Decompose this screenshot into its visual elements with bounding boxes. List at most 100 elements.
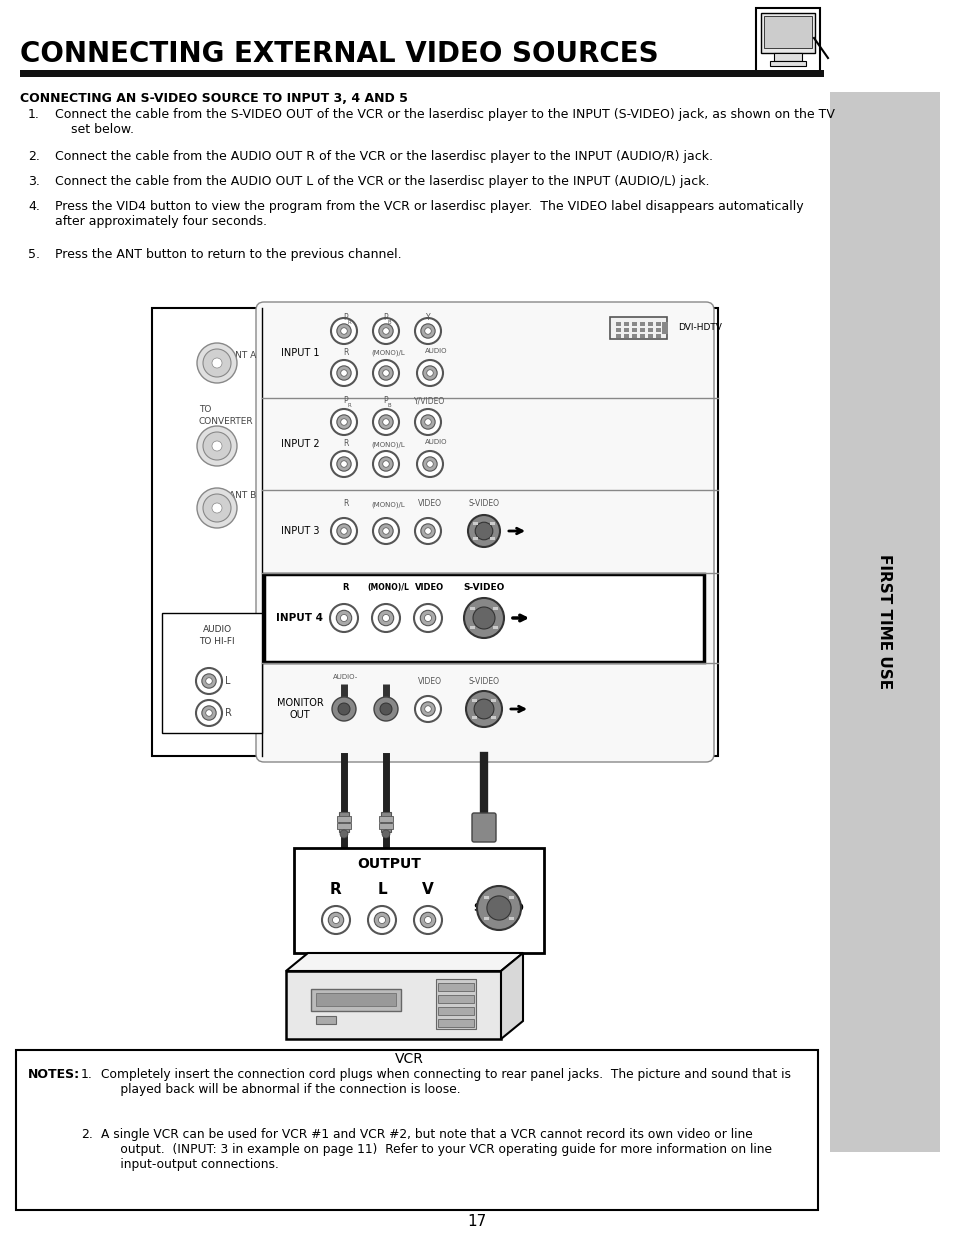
Bar <box>437 1019 474 1028</box>
Text: OUTPUT: OUTPUT <box>356 857 420 871</box>
Circle shape <box>378 610 394 626</box>
Bar <box>760 14 814 53</box>
Text: R: R <box>342 583 349 592</box>
Bar <box>769 61 805 65</box>
Circle shape <box>420 324 435 338</box>
Bar <box>647 333 652 338</box>
Circle shape <box>203 350 231 377</box>
Text: VIDEO: VIDEO <box>417 499 441 508</box>
Bar <box>623 333 628 338</box>
Circle shape <box>420 524 435 538</box>
Circle shape <box>212 503 222 513</box>
Bar <box>490 537 495 540</box>
Bar <box>20 70 823 77</box>
Circle shape <box>378 916 385 924</box>
Circle shape <box>420 415 435 429</box>
Circle shape <box>337 703 350 715</box>
Text: (MONO)/L: (MONO)/L <box>371 441 404 447</box>
Circle shape <box>331 359 356 387</box>
Text: (MONO)/L: (MONO)/L <box>371 501 404 508</box>
Text: AUDIO-: AUDIO- <box>333 674 358 680</box>
Circle shape <box>379 703 392 715</box>
Bar <box>656 322 660 326</box>
Text: S-VIDEO: S-VIDEO <box>468 499 499 508</box>
Polygon shape <box>500 953 522 1039</box>
Circle shape <box>476 885 520 930</box>
Bar <box>491 716 496 719</box>
Circle shape <box>382 461 389 467</box>
Circle shape <box>332 697 355 721</box>
Circle shape <box>336 415 351 429</box>
Circle shape <box>340 615 347 621</box>
Text: 4.: 4. <box>28 200 40 212</box>
Text: MONITOR
OUT: MONITOR OUT <box>276 698 323 720</box>
Circle shape <box>420 913 436 927</box>
Bar <box>378 816 393 823</box>
Circle shape <box>340 369 347 377</box>
Bar <box>492 608 497 610</box>
Circle shape <box>340 327 347 335</box>
Text: V: V <box>421 883 434 898</box>
Text: R: R <box>343 348 349 357</box>
Circle shape <box>340 419 347 425</box>
Circle shape <box>333 916 339 924</box>
Text: 17: 17 <box>467 1214 486 1230</box>
Circle shape <box>373 317 398 345</box>
Circle shape <box>196 426 236 466</box>
Circle shape <box>331 451 356 477</box>
Circle shape <box>415 409 440 435</box>
Text: CONVERTER: CONVERTER <box>199 417 253 426</box>
Bar <box>484 897 489 899</box>
Circle shape <box>340 527 347 535</box>
Circle shape <box>203 432 231 459</box>
Text: 1.: 1. <box>28 107 40 121</box>
Bar <box>623 329 628 332</box>
Circle shape <box>196 343 236 383</box>
Text: R: R <box>347 403 351 408</box>
Bar <box>162 613 262 734</box>
Bar <box>470 608 475 610</box>
Text: Press the ANT button to return to the previous channel.: Press the ANT button to return to the pr… <box>55 248 401 261</box>
Bar <box>437 1007 474 1015</box>
Bar <box>639 322 644 326</box>
Circle shape <box>378 457 393 471</box>
Circle shape <box>422 366 436 380</box>
Bar <box>763 16 811 48</box>
Text: ANT A: ANT A <box>229 352 256 361</box>
Bar <box>616 333 620 338</box>
Circle shape <box>373 359 398 387</box>
Text: CONNECTING EXTERNAL VIDEO SOURCES: CONNECTING EXTERNAL VIDEO SOURCES <box>20 40 658 68</box>
Circle shape <box>381 830 390 839</box>
Text: VCR: VCR <box>395 1052 423 1066</box>
Polygon shape <box>286 953 522 971</box>
Text: NOTES:: NOTES: <box>28 1068 80 1081</box>
Circle shape <box>336 457 351 471</box>
Circle shape <box>373 451 398 477</box>
Text: 5.: 5. <box>28 248 40 261</box>
Text: B: B <box>387 403 391 408</box>
Text: 2.: 2. <box>28 149 40 163</box>
Text: P: P <box>343 312 348 322</box>
Bar <box>647 322 652 326</box>
Circle shape <box>336 524 351 538</box>
Text: TO: TO <box>199 405 212 415</box>
Text: Connect the cable from the AUDIO OUT L of the VCR or the laserdisc player to the: Connect the cable from the AUDIO OUT L o… <box>55 175 709 188</box>
Circle shape <box>336 610 352 626</box>
Text: Completely insert the connection cord plugs when connecting to rear panel jacks.: Completely insert the connection cord pl… <box>101 1068 790 1095</box>
Bar <box>755 7 820 73</box>
Text: Y/VIDEO: Y/VIDEO <box>414 396 445 405</box>
Text: ANT B: ANT B <box>229 492 256 500</box>
Text: INPUT 1: INPUT 1 <box>280 348 319 358</box>
Circle shape <box>368 906 395 934</box>
Bar <box>264 574 703 662</box>
Circle shape <box>382 327 389 335</box>
Circle shape <box>414 604 441 632</box>
Text: B: B <box>387 320 391 325</box>
Circle shape <box>331 517 356 543</box>
Text: S-VIDEO: S-VIDEO <box>473 903 524 913</box>
Circle shape <box>206 710 212 716</box>
Bar <box>647 329 652 332</box>
Bar <box>616 322 620 326</box>
Bar <box>656 333 660 338</box>
Text: R: R <box>225 708 232 718</box>
